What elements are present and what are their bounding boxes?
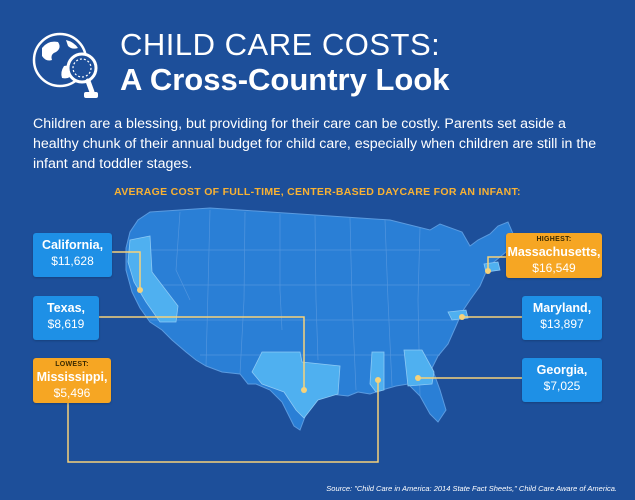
page-title-line2: A Cross-Country Look <box>120 62 450 97</box>
massachusetts-leader <box>487 256 508 270</box>
texas-shape <box>251 351 341 419</box>
georgia-name: Georgia, <box>536 363 588 377</box>
massachusetts-callout: HIGHEST: Massachusetts, $16,549 <box>506 233 602 278</box>
mississippi-shape <box>369 351 385 393</box>
map-subtitle: AVERAGE COST OF FULL-TIME, CENTER-BASED … <box>114 186 521 198</box>
mississippi-cost: $5,496 <box>53 386 91 400</box>
highest-tag: HIGHEST: <box>536 236 572 243</box>
california-cost: $11,628 <box>51 254 94 268</box>
maryland-shape <box>447 309 469 321</box>
california-name: California, <box>41 238 104 252</box>
massachusetts-name: Massachusetts, <box>507 245 601 259</box>
california-leader <box>112 251 141 288</box>
texas-cost: $8,619 <box>47 317 85 331</box>
source-citation: Source: "Child Care in America: 2014 Sta… <box>326 484 617 493</box>
texas-name: Texas, <box>47 301 85 315</box>
intro-paragraph: Children are a blessing, but providing f… <box>33 116 597 172</box>
mississippi-leader <box>67 380 379 463</box>
georgia-callout: Georgia, $7,025 <box>522 358 602 402</box>
lowest-tag: LOWEST: <box>55 361 89 368</box>
texas-leader <box>98 316 305 388</box>
mississippi-callout: LOWEST: Mississippi, $5,496 <box>33 358 111 403</box>
globe-magnifier-icon <box>32 32 98 98</box>
texas-callout: Texas, $8,619 <box>33 296 99 340</box>
maryland-name: Maryland, <box>532 301 592 315</box>
page-title-line1: CHILD CARE COSTS: <box>120 27 441 62</box>
massachusetts-cost: $16,549 <box>532 261 576 275</box>
maryland-cost: $13,897 <box>540 317 584 331</box>
maryland-callout: Maryland, $13,897 <box>522 296 602 340</box>
california-callout: California, $11,628 <box>33 233 112 277</box>
mississippi-name: Mississippi, <box>36 370 108 384</box>
georgia-cost: $7,025 <box>543 379 581 393</box>
